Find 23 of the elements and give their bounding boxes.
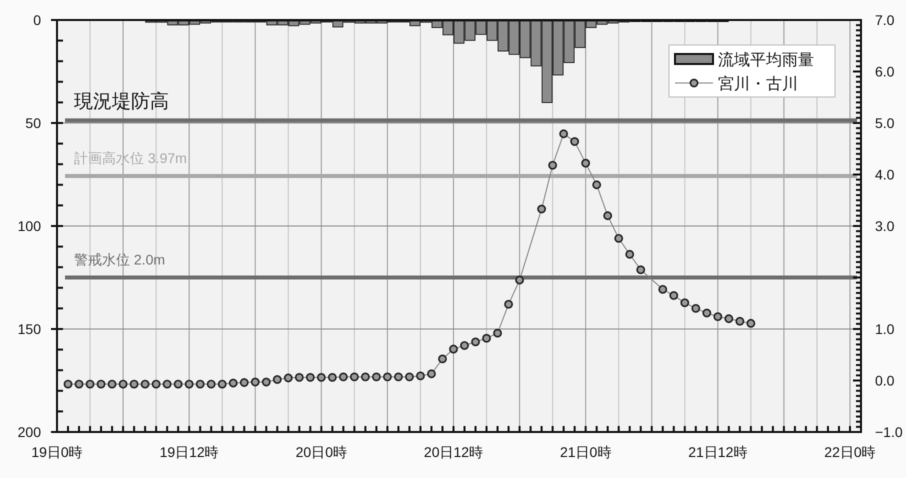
y2-tick-label: 7.0 (875, 12, 895, 28)
y2-tick-label: 0.0 (875, 372, 895, 388)
y2-tick-label: 6.0 (875, 64, 895, 80)
x-tick-label: 22日0時 (824, 444, 876, 460)
y-tick-label: 150 (18, 321, 42, 337)
y-tick-label: 200 (18, 424, 42, 440)
y2-tick-label: 5.0 (875, 115, 895, 131)
legend-label: 流域平均雨量 (718, 51, 814, 69)
y-tick-label: 0 (33, 12, 42, 28)
y2-tick-label: 4.0 (875, 166, 895, 182)
y2-tick-label: 3.0 (875, 218, 895, 234)
y2-tick-label: 1.0 (875, 321, 895, 337)
x-tick-label: 21日0時 (560, 444, 612, 460)
y2-tick-label: −1.0 (875, 424, 903, 440)
x-tick-label: 19日0時 (31, 444, 83, 460)
x-tick-label: 20日12時 (424, 444, 484, 460)
y-tick-label: 100 (18, 218, 42, 234)
ref-line-label: 現況堤防高 (74, 90, 169, 112)
x-tick-label: 20日0時 (296, 444, 348, 460)
x-tick-label: 19日12時 (160, 444, 219, 460)
x-tick-label: 21日12時 (688, 444, 748, 460)
legend-label: 宮川・古川 (718, 75, 798, 93)
y-tick-label: 50 (25, 115, 42, 131)
